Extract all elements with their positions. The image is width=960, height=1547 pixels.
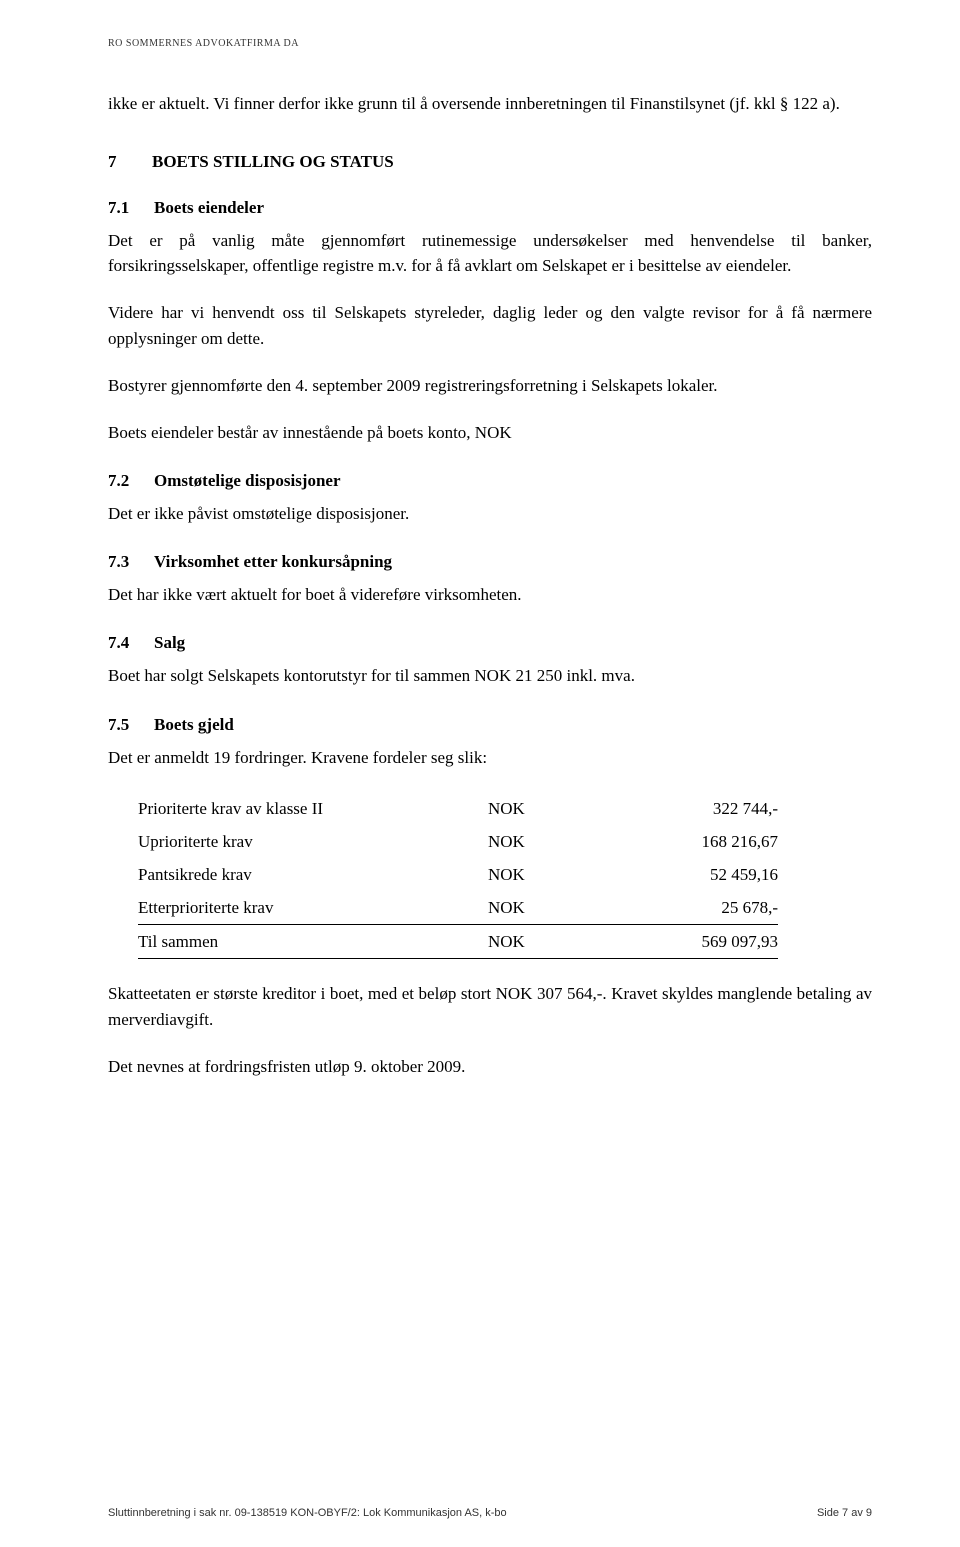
table-row: Pantsikrede krav NOK 52 459,16 — [138, 858, 778, 891]
claim-currency: NOK — [488, 925, 628, 958]
paragraph: Det er ikke påvist omstøtelige disposisj… — [108, 501, 872, 526]
subsection-heading-7-5: 7.5 Boets gjeld — [108, 715, 872, 735]
subsection-number: 7.3 — [108, 552, 136, 572]
paragraph: Det er anmeldt 19 fordringer. Kravene fo… — [108, 745, 872, 770]
paragraph: Skatteetaten er største kreditor i boet,… — [108, 981, 872, 1031]
table-row: Prioriterte krav av klasse II NOK 322 74… — [138, 792, 778, 825]
claim-amount: 569 097,93 — [628, 925, 778, 958]
claim-currency: NOK — [488, 792, 628, 825]
subsection-title: Omstøtelige disposisjoner — [154, 471, 341, 491]
subsection-heading-7-4: 7.4 Salg — [108, 633, 872, 653]
claim-amount: 168 216,67 — [628, 825, 778, 858]
claim-label: Til sammen — [138, 925, 488, 958]
page-footer: Sluttinnberetning i sak nr. 09-138519 KO… — [108, 1507, 872, 1519]
subsection-number: 7.1 — [108, 198, 136, 218]
claim-currency: NOK — [488, 825, 628, 858]
table-row: Uprioriterte krav NOK 168 216,67 — [138, 825, 778, 858]
section-number: 7 — [108, 152, 124, 172]
claim-label: Etterprioriterte krav — [138, 891, 488, 924]
table-row-total: Til sammen NOK 569 097,93 — [138, 925, 778, 959]
section-title: BOETS STILLING OG STATUS — [152, 152, 394, 172]
claims-table: Prioriterte krav av klasse II NOK 322 74… — [138, 792, 778, 960]
claim-label: Pantsikrede krav — [138, 858, 488, 891]
paragraph: Videre har vi henvendt oss til Selskapet… — [108, 300, 872, 350]
header-firm-name: RO SOMMERNES ADVOKATFIRMA DA — [108, 38, 872, 49]
table-row: Etterprioriterte krav NOK 25 678,- — [138, 891, 778, 925]
paragraph: ikke er aktuelt. Vi finner derfor ikke g… — [108, 91, 872, 116]
subsection-title: Boets eiendeler — [154, 198, 264, 218]
subsection-number: 7.4 — [108, 633, 136, 653]
claim-currency: NOK — [488, 891, 628, 924]
claim-amount: 322 744,- — [628, 792, 778, 825]
claim-currency: NOK — [488, 858, 628, 891]
subsection-heading-7-1: 7.1 Boets eiendeler — [108, 198, 872, 218]
claim-label: Uprioriterte krav — [138, 825, 488, 858]
paragraph: Det nevnes at fordringsfristen utløp 9. … — [108, 1054, 872, 1079]
subsection-title: Salg — [154, 633, 185, 653]
paragraph: Boets eiendeler består av innestående på… — [108, 420, 872, 445]
subsection-heading-7-2: 7.2 Omstøtelige disposisjoner — [108, 471, 872, 491]
section-heading-7: 7 BOETS STILLING OG STATUS — [108, 152, 872, 172]
subsection-number: 7.2 — [108, 471, 136, 491]
subsection-number: 7.5 — [108, 715, 136, 735]
paragraph: Det er på vanlig måte gjennomført rutine… — [108, 228, 872, 278]
paragraph: Det har ikke vært aktuelt for boet å vid… — [108, 582, 872, 607]
subsection-title: Boets gjeld — [154, 715, 234, 735]
subsection-title: Virksomhet etter konkursåpning — [154, 552, 392, 572]
footer-page-number: Side 7 av 9 — [817, 1507, 872, 1519]
paragraph: Bostyrer gjennomførte den 4. september 2… — [108, 373, 872, 398]
paragraph: Boet har solgt Selskapets kontorutstyr f… — [108, 663, 872, 688]
footer-left: Sluttinnberetning i sak nr. 09-138519 KO… — [108, 1507, 507, 1519]
claim-label: Prioriterte krav av klasse II — [138, 792, 488, 825]
claim-amount: 25 678,- — [628, 891, 778, 924]
subsection-heading-7-3: 7.3 Virksomhet etter konkursåpning — [108, 552, 872, 572]
claim-amount: 52 459,16 — [628, 858, 778, 891]
